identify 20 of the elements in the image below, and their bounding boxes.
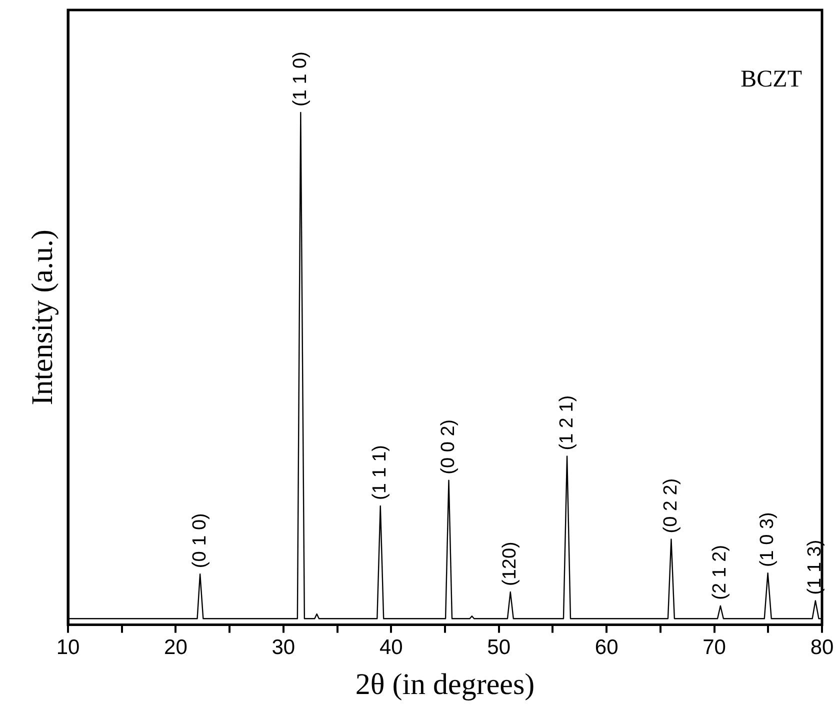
x-axis-title: 2θ (in degrees): [355, 668, 535, 701]
annotation: (1 0 3): [757, 512, 778, 568]
x-tick-label: 60: [594, 636, 618, 660]
x-tick-label: 50: [487, 636, 511, 660]
annotation: (0 2 2): [660, 478, 682, 534]
x-tick-label: 10: [56, 636, 80, 660]
x-tick-label: 40: [379, 636, 403, 660]
annotation: (1 1 1): [370, 445, 391, 500]
annotation: (2 1 2): [710, 544, 731, 600]
x-tick-label: 70: [702, 636, 726, 660]
x-tick-label: 20: [164, 636, 188, 660]
x-tick-label: 30: [272, 636, 296, 660]
annotation: (0 1 0): [189, 513, 210, 568]
y-axis-title: Intensity (a.u.): [26, 230, 59, 406]
annotation: (120): [500, 542, 521, 586]
annotation: (1 2 1): [556, 395, 578, 450]
annotation: (1 1 0): [290, 52, 311, 106]
x-tick-label: 80: [810, 636, 834, 660]
annotation: (0 0 2): [438, 419, 460, 474]
text: BCZT: [740, 66, 802, 92]
